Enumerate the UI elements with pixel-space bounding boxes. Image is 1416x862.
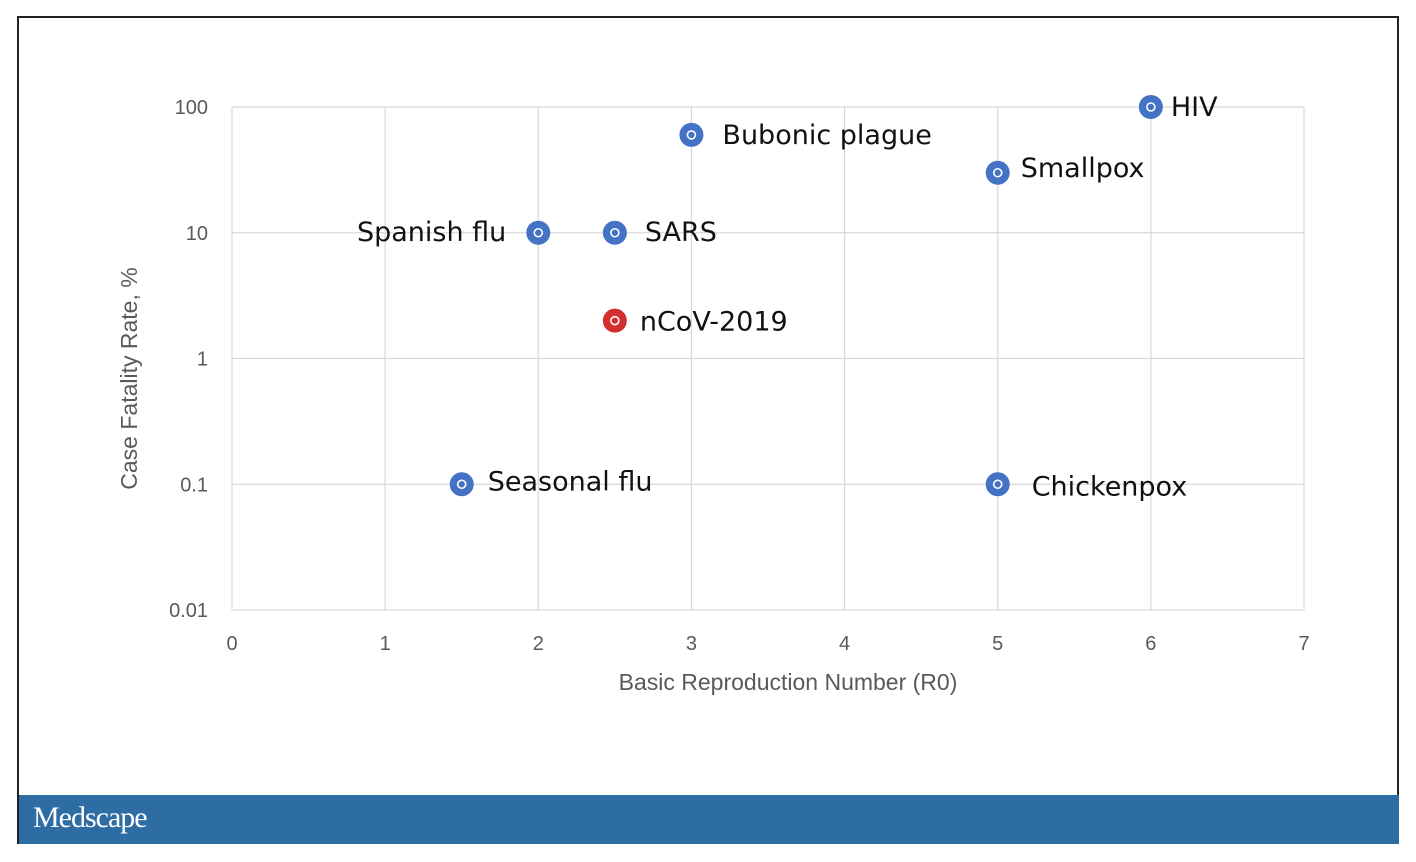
chart-frame: 0 1 2 3 4 5 6 7 0.01 0.1 1 10 100 Basic Reproduction… bbox=[17, 16, 1399, 844]
footer-bar: Medscape bbox=[19, 795, 1399, 844]
point-marker bbox=[679, 122, 704, 147]
x-tick-label: 2 bbox=[533, 633, 544, 655]
x-axis-title: Basic Reproduction Number (R0) bbox=[619, 669, 958, 695]
y-tick-label: 0.1 bbox=[180, 474, 208, 496]
point-marker bbox=[602, 308, 627, 333]
point-marker-center bbox=[992, 167, 1003, 178]
data-point: Bubonic plague bbox=[679, 120, 932, 151]
point-marker-center bbox=[992, 479, 1003, 490]
grid bbox=[231, 106, 1305, 611]
point-marker bbox=[449, 472, 474, 497]
data-point: HIV bbox=[1138, 92, 1218, 123]
point-marker bbox=[985, 472, 1010, 497]
point-label: Bubonic plague bbox=[722, 120, 931, 151]
point-label: nCoV-2019 bbox=[640, 307, 788, 338]
scatter-chart: 0 1 2 3 4 5 6 7 0.01 0.1 1 10 100 Basic Reproduction… bbox=[116, 92, 1310, 695]
point-marker bbox=[602, 220, 627, 245]
tick-labels: 0 1 2 3 4 5 6 7 0.01 0.1 1 10 100 bbox=[169, 97, 1310, 655]
point-label: SARS bbox=[645, 217, 717, 248]
x-tick-label: 7 bbox=[1298, 633, 1309, 655]
y-tick-label: 0.01 bbox=[169, 600, 208, 622]
x-tick-label: 6 bbox=[1145, 633, 1156, 655]
x-tick-label: 3 bbox=[686, 633, 697, 655]
point-label: Smallpox bbox=[1021, 153, 1145, 184]
data-point: Smallpox bbox=[985, 153, 1145, 185]
x-tick-label: 4 bbox=[839, 633, 850, 655]
data-point: Seasonal flu bbox=[449, 466, 653, 497]
point-marker bbox=[1138, 95, 1163, 119]
y-axis-title: Case Fatality Rate, % bbox=[116, 267, 142, 489]
y-tick-label: 1 bbox=[197, 349, 208, 371]
point-label: HIV bbox=[1171, 92, 1218, 123]
x-tick-label: 5 bbox=[992, 633, 1003, 655]
point-marker-center bbox=[456, 479, 467, 490]
medscape-logo: Medscape bbox=[33, 801, 148, 834]
data-point: Spanish flu bbox=[357, 217, 551, 248]
x-tick-label: 1 bbox=[380, 633, 391, 655]
data-points: HIV Bubonic plague Smallpox Spanish flu SARS… bbox=[357, 92, 1218, 502]
point-marker-center bbox=[610, 315, 620, 326]
point-marker-center bbox=[686, 130, 697, 140]
data-point: nCoV-2019 bbox=[602, 307, 788, 338]
x-tick-label: 0 bbox=[226, 633, 237, 655]
point-marker bbox=[985, 160, 1010, 185]
point-label: Chickenpox bbox=[1032, 471, 1188, 502]
y-tick-label: 100 bbox=[175, 97, 208, 119]
point-marker-center bbox=[1146, 102, 1156, 112]
y-tick-label: 10 bbox=[186, 223, 208, 245]
point-marker-center bbox=[610, 227, 620, 238]
data-point: SARS bbox=[602, 217, 717, 248]
data-point: Chickenpox bbox=[985, 471, 1188, 502]
point-marker bbox=[526, 220, 551, 245]
point-label: Seasonal flu bbox=[488, 466, 653, 497]
point-label: Spanish flu bbox=[357, 217, 506, 248]
point-marker-center bbox=[533, 227, 544, 238]
